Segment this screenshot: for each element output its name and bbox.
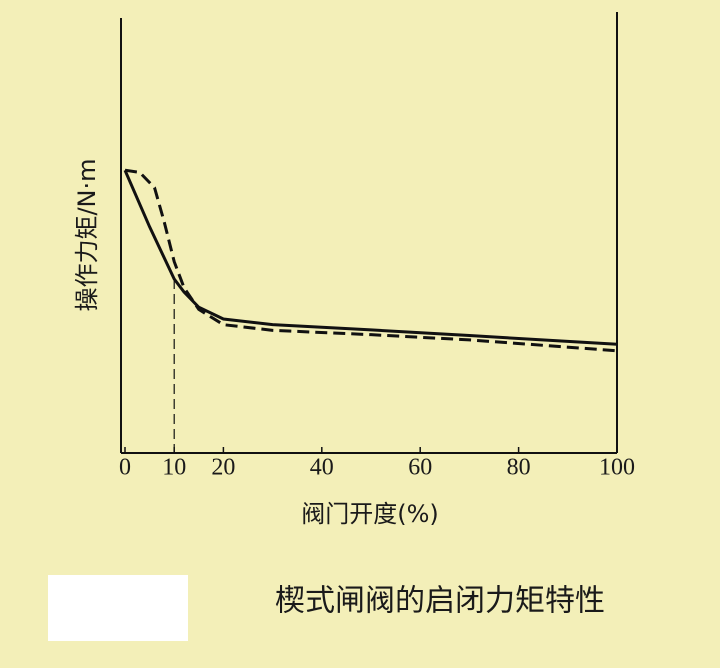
blank-box (48, 575, 188, 641)
x-tick-label: 100 (599, 455, 635, 481)
x-tick-label: 20 (211, 455, 235, 481)
x-tick-label: 40 (310, 455, 334, 481)
line-series (123, 169, 618, 346)
x-tick-label: 0 (119, 455, 131, 481)
x-tick-label: 80 (507, 455, 531, 481)
x-axis-label: 阀门开度(%) (301, 500, 439, 528)
x-tick-label: 60 (408, 455, 432, 481)
y-axis-label: 操作力矩/N·m (73, 158, 101, 311)
x-tick-label: 10 (162, 455, 186, 481)
line-series (124, 168, 618, 353)
caption: 楔式闸阀的启闭力矩特性 (275, 584, 605, 619)
